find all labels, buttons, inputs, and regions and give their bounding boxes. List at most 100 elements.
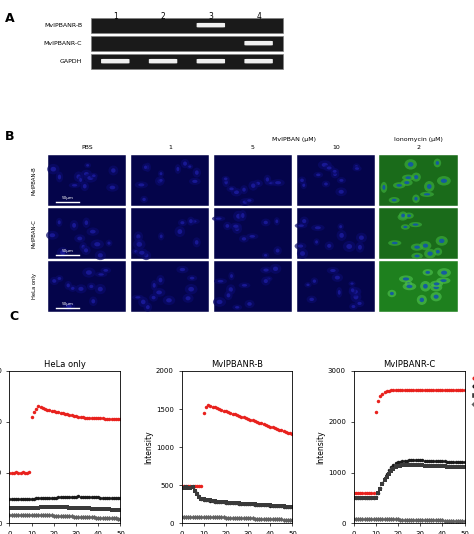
Ellipse shape [251,184,255,188]
Ellipse shape [157,179,162,183]
PBAN 5μM [51,504,57,510]
Text: 4: 4 [256,12,261,21]
Ellipse shape [297,248,308,259]
PBS [386,467,392,473]
Line: Ionomycin: Ionomycin [180,404,294,488]
Ellipse shape [295,242,307,249]
PBAN 10μM [433,517,438,523]
PBAN 10μM [89,514,94,521]
Ellipse shape [324,164,335,171]
Ellipse shape [393,182,405,189]
Ellipse shape [109,186,115,190]
Ellipse shape [310,297,314,301]
Ellipse shape [232,304,242,310]
PBS [410,457,416,464]
PBAN 5μM [214,498,220,505]
Ellipse shape [313,279,316,283]
Ellipse shape [433,286,439,289]
Ellipse shape [349,303,358,310]
Ellipse shape [216,217,222,220]
Ellipse shape [357,302,362,305]
Line: PBAN 10μM: PBAN 10μM [8,513,122,520]
PBAN 10μM [426,517,432,523]
Ellipse shape [417,295,427,305]
Ellipse shape [315,240,318,244]
Ellipse shape [401,214,405,217]
PBS [42,495,48,501]
PBAN 5μM [388,468,394,474]
Text: MvIPBAN (μM): MvIPBAN (μM) [273,137,316,142]
Ellipse shape [160,172,163,175]
Ellipse shape [187,275,197,281]
Ellipse shape [100,268,111,273]
Ellipse shape [337,177,346,184]
Ellipse shape [76,175,81,179]
FancyBboxPatch shape [131,261,209,312]
Ellipse shape [138,297,148,307]
PBAN 10μM [33,512,39,518]
PBAN 5μM [435,463,441,469]
Ellipse shape [388,240,401,246]
FancyBboxPatch shape [379,261,458,312]
FancyBboxPatch shape [214,155,292,206]
Ellipse shape [157,177,164,184]
PBAN 5μM [459,464,465,470]
Ellipse shape [275,219,278,223]
Ellipse shape [242,284,247,287]
Ellipse shape [133,239,146,250]
PBS [217,499,222,505]
Ellipse shape [310,277,318,285]
Ellipse shape [46,231,59,240]
Ellipse shape [166,298,172,302]
PBAN 5μM [40,504,46,511]
Ellipse shape [176,266,189,273]
FancyBboxPatch shape [297,261,375,312]
Ionomycin [11,469,17,476]
Ellipse shape [191,220,197,223]
Ellipse shape [411,172,421,182]
Ellipse shape [414,246,420,249]
Ellipse shape [94,242,100,246]
Y-axis label: Intensity: Intensity [144,430,153,464]
Ellipse shape [159,278,163,282]
Ellipse shape [218,280,223,282]
PBS [428,458,434,464]
FancyBboxPatch shape [379,155,458,206]
Ellipse shape [83,174,97,183]
PBAN 10μM [205,514,211,520]
Ellipse shape [146,165,149,169]
Ellipse shape [348,287,361,296]
Ellipse shape [55,275,64,282]
Ellipse shape [399,211,407,219]
PBS [214,499,220,505]
Ellipse shape [163,295,175,305]
Ellipse shape [275,181,281,184]
Ellipse shape [242,237,246,240]
Ellipse shape [58,221,61,224]
Ellipse shape [423,284,428,288]
Ellipse shape [58,175,61,179]
Ellipse shape [186,296,191,300]
Ellipse shape [401,179,413,186]
PBS [435,458,441,465]
FancyBboxPatch shape [214,261,292,312]
PBAN 10μM [203,514,209,520]
Ellipse shape [153,283,156,288]
Ellipse shape [352,289,358,294]
Ellipse shape [226,224,229,228]
Ellipse shape [222,177,230,187]
Text: 3: 3 [209,12,213,21]
Ellipse shape [232,224,242,234]
Ellipse shape [82,245,85,249]
Ellipse shape [63,302,75,310]
PBAN 10μM [31,512,37,518]
Ellipse shape [56,218,63,227]
Ionomycin [181,483,187,489]
PBAN 5μM [287,504,293,510]
Ellipse shape [78,287,83,291]
Ellipse shape [87,282,96,290]
Ellipse shape [195,240,199,245]
Ionomycin [290,431,295,437]
Ellipse shape [356,233,367,242]
Ionomycin [462,386,467,392]
